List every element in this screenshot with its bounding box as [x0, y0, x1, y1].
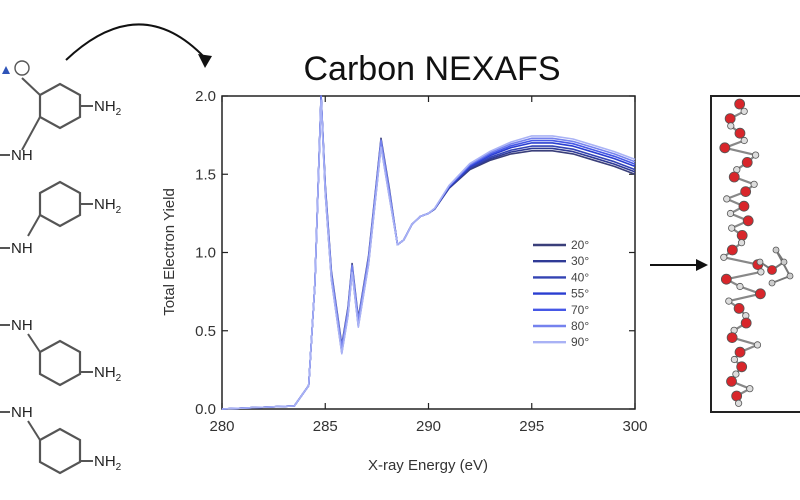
- plot-area: 280 285 290 295 300 0.0 0.5 1.0 1.5 2.0 20° 30° 40°…: [195, 88, 647, 435]
- bond: [723, 256, 759, 266]
- x-tick-label: 285: [313, 418, 338, 435]
- legend-label: 80°: [571, 319, 589, 333]
- molecule-3: NH NH2: [0, 317, 122, 387]
- atom: [740, 107, 748, 115]
- x-tick-label: 280: [209, 418, 234, 435]
- bond: [728, 292, 761, 303]
- y-tick-label: 0.0: [195, 401, 216, 418]
- y-tick-label: 1.5: [195, 166, 216, 183]
- atom: [726, 209, 735, 218]
- atom: [720, 253, 728, 261]
- legend: 20° 30° 40° 55° 70° 80° 90°: [533, 238, 589, 349]
- atom: [723, 195, 731, 203]
- bond: [726, 270, 762, 281]
- atom: [767, 265, 777, 275]
- atom: [757, 268, 765, 276]
- amine-label-1: NH2: [94, 98, 122, 118]
- atom: [741, 156, 753, 168]
- amine-label-3: NH2: [94, 364, 122, 384]
- atom: [726, 244, 738, 256]
- atom: [740, 136, 748, 145]
- atom: [726, 375, 737, 387]
- amine-label-4: NH2: [94, 453, 122, 473]
- atom: [734, 98, 746, 110]
- series-line-7: [221, 99, 636, 410]
- atom: [768, 279, 776, 287]
- legend-label: 55°: [571, 287, 589, 301]
- legend-label: 20°: [571, 238, 589, 252]
- atom: [725, 297, 733, 305]
- amine-label-2: NH2: [94, 196, 122, 216]
- atom: [732, 370, 740, 378]
- right-arrow: [650, 259, 708, 271]
- atom: [719, 142, 731, 154]
- imine-label-4: NH: [11, 404, 33, 421]
- atom: [752, 151, 760, 159]
- atom: [724, 113, 736, 124]
- atom: [736, 282, 744, 291]
- atom: [753, 341, 762, 349]
- chart-title: Carbon NEXAFS: [304, 50, 561, 88]
- y-axis-label: Total Electron Yield: [161, 188, 178, 316]
- atom: [740, 317, 752, 329]
- atom: [728, 224, 736, 232]
- axis-ticks: 280 285 290 295 300 0.0 0.5 1.0 1.5 2.0: [195, 88, 647, 435]
- atom: [735, 399, 743, 407]
- atom: [786, 272, 794, 280]
- atom: [737, 239, 746, 247]
- molecule-panel: NH2 NH NH2 NH NH NH2 NH: [0, 60, 122, 475]
- legend-label: 30°: [571, 254, 589, 268]
- x-axis-label: X-ray Energy (eV): [368, 457, 488, 474]
- atom: [746, 385, 754, 393]
- atom: [734, 127, 746, 139]
- x-tick-label: 300: [622, 418, 647, 435]
- attachment-ring-icon: [14, 60, 30, 76]
- atom: [733, 302, 745, 314]
- molecule-2: NH2 NH: [0, 180, 122, 257]
- molecule-4: NH NH2: [0, 404, 122, 475]
- y-tick-label: 1.0: [195, 245, 216, 262]
- atom: [720, 273, 732, 285]
- series-lines: [221, 95, 636, 410]
- legend-label: 70°: [571, 303, 589, 317]
- atom: [738, 200, 750, 212]
- simulation-panel: [710, 95, 800, 413]
- imine-label-3: NH: [11, 317, 33, 334]
- imine-label-2: NH: [11, 240, 33, 257]
- atom: [727, 122, 735, 130]
- series-line-5: [221, 96, 636, 410]
- atom: [736, 361, 748, 373]
- atom: [742, 215, 754, 227]
- atom: [730, 355, 738, 364]
- legend-label: 90°: [571, 335, 589, 349]
- atom: [772, 246, 780, 254]
- atom: [726, 332, 738, 344]
- atom: [756, 258, 764, 266]
- atom: [755, 288, 766, 300]
- atom: [728, 171, 740, 183]
- atom: [734, 346, 746, 358]
- atom: [736, 229, 748, 241]
- molecule-1: NH2 NH: [0, 77, 122, 164]
- atom: [740, 186, 752, 198]
- atom: [731, 390, 743, 402]
- y-tick-label: 2.0: [195, 88, 216, 105]
- y-tick-label: 0.5: [195, 323, 216, 340]
- x-tick-label: 290: [416, 418, 441, 435]
- x-tick-label: 295: [519, 418, 544, 435]
- atom: [780, 258, 788, 266]
- atom: [750, 180, 758, 188]
- curved-arrow: [65, 23, 212, 68]
- blue-triangle-icon: [2, 66, 10, 74]
- imine-label-1: NH: [11, 147, 33, 164]
- legend-label: 40°: [571, 270, 589, 284]
- atom-cluster: [719, 98, 794, 407]
